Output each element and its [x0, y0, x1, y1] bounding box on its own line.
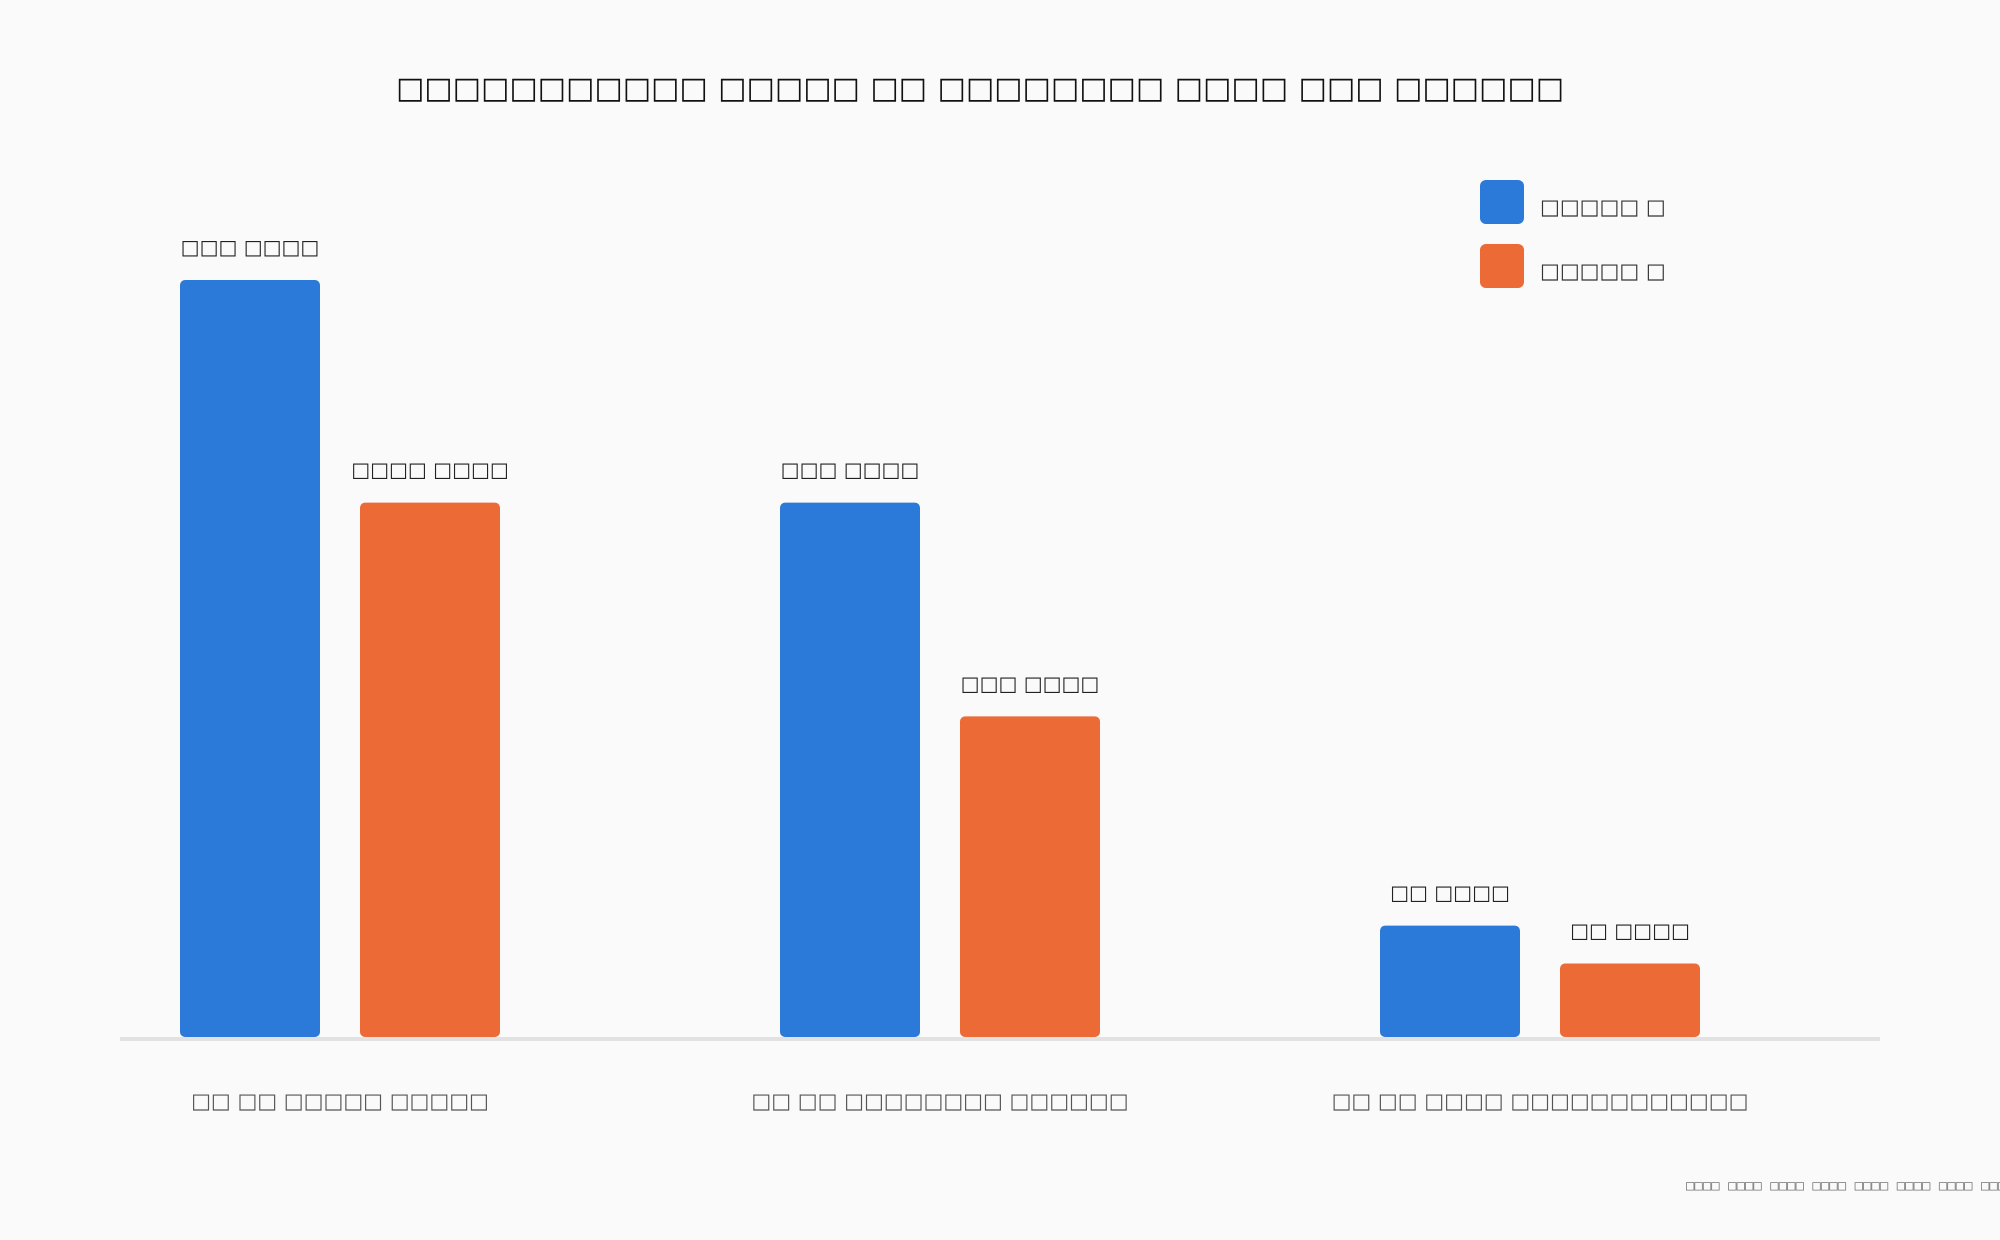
legend-swatch-series-1 — [1480, 180, 1524, 224]
bar-series-1-category-3 — [1380, 925, 1520, 1037]
bar-series-2-category-2 — [960, 716, 1100, 1037]
bar-labels-group: □□□ □□□□ □□□□ □□□□ □□□ □□□□ □□□ □□□□ □□ □□□□… — [181, 235, 1690, 943]
bar-series-2-category-1 — [360, 502, 500, 1037]
legend-swatch-series-2 — [1480, 244, 1524, 288]
bars-group — [180, 280, 1700, 1037]
legend-label-series-2: □□□□□ □ — [1540, 259, 1666, 283]
category-label: □□ □□ □□□□□ □□□□□ — [191, 1089, 489, 1113]
bar-value-label: □□ □□□□ — [1390, 881, 1510, 905]
bar-value-label: □□□ □□□□ — [181, 235, 320, 259]
category-labels-group: □□ □□ □□□□□ □□□□□ □□ □□ □□□□□□□□ □□□□□□ □□… — [191, 1089, 1748, 1113]
bar-series-1-category-2 — [780, 502, 920, 1037]
bar-value-label: □□□□ □□□□ — [351, 458, 509, 482]
bar-series-2-category-3 — [1560, 963, 1700, 1037]
category-label: □□ □□ □□□□ □□□□□□□□□□□□ — [1332, 1089, 1749, 1113]
bar-value-label: □□□ □□□□ — [961, 671, 1100, 695]
chart-title: □□□□□□□□□□□ □□□□□ □□ □□□□□□□□ □□□□ □□□ □… — [396, 71, 1564, 106]
category-label: □□ □□ □□□□□□□□ □□□□□□ — [751, 1089, 1128, 1113]
footer-note: □□□□ □□□□ □□□□ □□□□ □□□□ □□□□ □□□□ □□□ — [1686, 1178, 2000, 1194]
bar-series-1-category-1 — [180, 280, 320, 1037]
legend: □□□□□ □ □□□□□ □ — [1480, 180, 1666, 288]
legend-label-series-1: □□□□□ □ — [1540, 195, 1666, 219]
bar-value-label: □□ □□□□ — [1570, 919, 1690, 943]
bar-value-label: □□□ □□□□ — [781, 458, 920, 482]
